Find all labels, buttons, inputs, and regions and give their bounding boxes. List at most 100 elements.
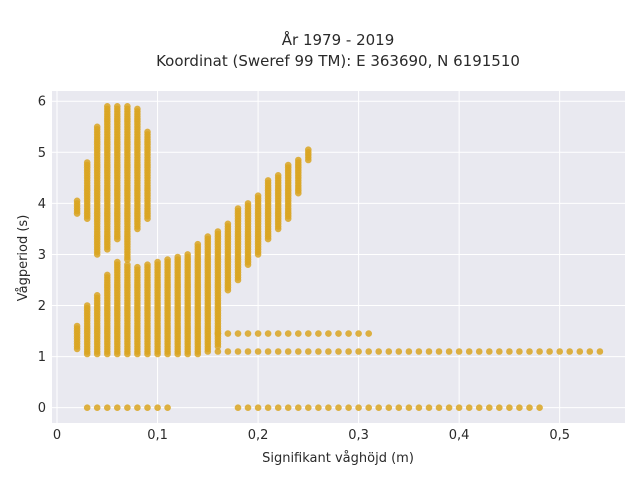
scatter-point [455, 348, 463, 355]
scatter-point [264, 348, 272, 355]
scatter-point [114, 404, 121, 412]
scatter-point [465, 404, 473, 412]
scatter-point [486, 348, 493, 355]
scatter-point [395, 348, 403, 355]
scatter-point [295, 330, 302, 337]
scatter-point [274, 404, 282, 412]
scatter-point [315, 330, 322, 337]
scatter-point [134, 404, 141, 412]
y-tick-label: 6 [38, 95, 46, 110]
x-tick-label: 0,3 [348, 428, 369, 443]
scatter-point [284, 161, 292, 169]
scatter-point [475, 348, 483, 355]
x-axis-label: Signifikant våghöjd (m) [262, 451, 414, 466]
chart-title: År 1979 - 2019 [282, 30, 395, 49]
scatter-point [425, 404, 433, 412]
x-tick-label: 0,5 [549, 428, 570, 443]
scatter-point [274, 330, 282, 337]
scatter-point [325, 330, 332, 337]
scatter-point [365, 348, 373, 355]
y-tick-label: 0 [38, 401, 46, 416]
scatter-point [385, 404, 393, 412]
scatter-point [174, 253, 181, 261]
scatter-point [435, 404, 443, 412]
scatter-point [295, 348, 302, 355]
scatter-point [144, 261, 151, 269]
scatter-point [415, 348, 423, 355]
scatter-point [254, 192, 262, 199]
y-tick-label: 1 [38, 350, 46, 365]
scatter-point [144, 128, 151, 136]
scatter-point [254, 404, 262, 412]
scatter-point [134, 105, 141, 113]
scatter-point [355, 330, 362, 337]
scatter-point [234, 205, 242, 212]
scatter-point [104, 103, 111, 110]
scatter-point [73, 322, 81, 330]
scatter-point [526, 348, 533, 355]
scatter-point [244, 330, 252, 337]
scatter-point [576, 348, 584, 355]
scatter-point [93, 404, 101, 412]
scatter-point [134, 263, 141, 271]
scatter-point [284, 404, 292, 412]
scatter-point [305, 404, 312, 412]
scatter-point [475, 404, 483, 412]
scatter-point [83, 302, 91, 309]
scatter-point [455, 404, 463, 412]
scatter-point [315, 348, 322, 355]
scatter-point [234, 330, 242, 337]
scatter-point [506, 404, 513, 412]
scatter-point [385, 348, 393, 355]
scatter-point [536, 348, 543, 355]
scatter-point [244, 200, 252, 207]
scatter-point [516, 348, 523, 355]
y-tick-label: 4 [38, 197, 46, 212]
scatter-point [144, 404, 151, 412]
scatter-point [164, 404, 171, 412]
scatter-point [335, 348, 342, 355]
scatter-point [254, 348, 262, 355]
scatter-point [93, 123, 101, 131]
scatter-point [315, 404, 322, 412]
scatter-point [596, 348, 604, 355]
scatter-point [154, 404, 161, 412]
scatter-point [224, 220, 232, 228]
scatter-point [295, 156, 302, 164]
scatter-point [395, 404, 403, 412]
scatter-point [184, 251, 191, 258]
scatter-point [83, 159, 91, 166]
scatter-point [274, 348, 282, 355]
scatter-point [425, 348, 433, 355]
scatter-point [104, 404, 111, 412]
scatter-point [445, 348, 453, 355]
scatter-point [305, 330, 312, 337]
scatter-point [234, 348, 242, 355]
scatter-point [325, 348, 332, 355]
scatter-point [405, 404, 413, 412]
scatter-point [244, 404, 252, 412]
scatter-point [415, 404, 423, 412]
scatter-point [264, 404, 272, 412]
scatter-point [214, 348, 222, 355]
scatter-point [375, 348, 383, 355]
scatter-point [204, 233, 212, 240]
scatter-point [365, 404, 373, 412]
scatter-point [365, 330, 373, 337]
scatter-point [114, 103, 121, 110]
scatter-point [556, 348, 563, 355]
scatter-point [335, 404, 342, 412]
y-axis-label: Vågperiod (s) [16, 215, 31, 302]
scatter-point [435, 348, 443, 355]
scatter-point [546, 348, 553, 355]
scatter-point [224, 330, 232, 337]
scatter-point [305, 146, 312, 153]
scatter-point [375, 404, 383, 412]
x-tick-label: 0,2 [248, 428, 269, 443]
scatter-point [516, 404, 523, 412]
x-tick-label: 0,1 [147, 428, 168, 443]
scatter-point [355, 348, 362, 355]
scatter-point [486, 404, 493, 412]
y-tick-label: 5 [38, 146, 46, 161]
scatter-point [284, 348, 292, 355]
